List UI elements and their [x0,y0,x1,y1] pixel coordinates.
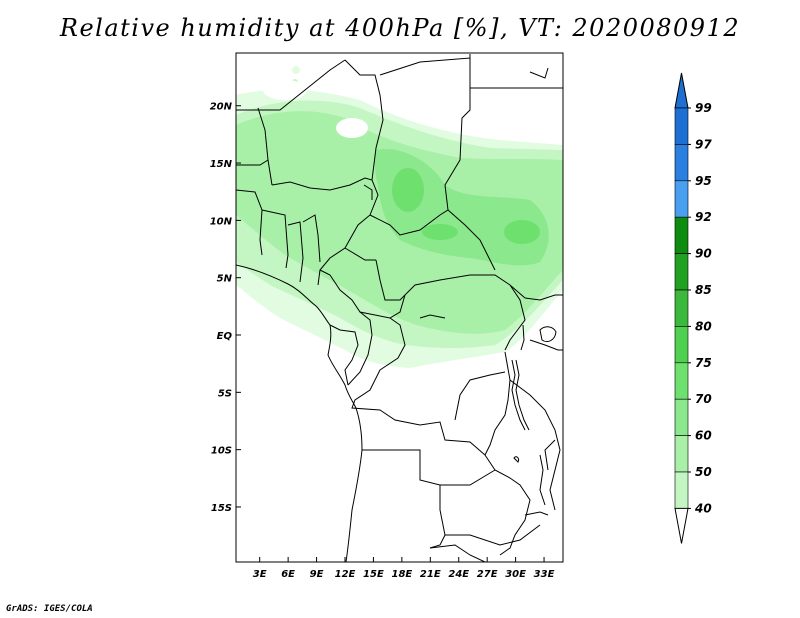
colorbar-label: 97 [695,137,712,151]
border [271,177,379,286]
border [544,439,556,471]
colorbar-label: 95 [695,174,712,188]
colorbar-segment [674,144,689,182]
x-tick-label: 6E [281,569,295,580]
colorbar-segment [674,326,689,364]
lake-outline [419,314,446,319]
y-axis: 20N 15N 10N 5N EQ 5S 10S 15S [210,102,241,514]
x-tick-label: 15E [363,569,384,580]
colorbar-segment [674,107,689,145]
humidity-75-core [392,168,424,212]
border [351,317,486,456]
border [329,324,359,386]
colorbar-bottom-arrow [674,507,689,544]
y-tick-label: 5S [218,388,232,399]
colorbar-label: 99 [695,101,712,115]
humidity-field [236,66,563,369]
y-tick-label: 15N [210,159,233,170]
border [236,59,346,111]
colorbar-segment [674,471,689,509]
border [529,339,563,351]
country-borders [236,54,563,562]
colorbar-segment [674,216,689,254]
x-tick-label: 27E [477,569,498,580]
x-tick-label: 21E [420,569,441,580]
lake-outline [511,359,526,431]
humidity-75-core [422,224,458,240]
x-tick-label: 33E [534,569,555,580]
colorbar-label: 80 [695,319,712,333]
grads-credit: GrADS: IGES/COLA [6,604,93,614]
colorbar-label: 92 [695,210,712,224]
colorbar-segment [674,362,689,400]
y-tick-label: 10N [210,216,233,227]
border [454,371,506,421]
x-tick-label: 24E [448,569,469,580]
humidity-40-patch [292,66,300,74]
border [347,311,373,386]
y-tick-label: EQ [217,331,233,342]
dry-patch [263,80,307,100]
lake-outline [513,456,519,463]
colorbar-segment [674,289,689,327]
x-tick-label: 18E [391,569,412,580]
lake-outline [363,184,373,200]
colorbar-label: 60 [695,429,712,443]
border [379,57,471,211]
colorbar-label: 70 [695,392,712,406]
lake-outline [529,67,549,79]
colorbar: 99 97 95 92 90 85 80 75 70 60 50 40 [674,72,712,544]
border [504,284,526,351]
border [344,59,384,181]
x-tick-label: 30E [505,569,526,580]
colorbar-top-arrow [674,72,689,109]
x-tick-label: 9E [310,569,324,580]
colorbar-label: 50 [695,465,712,479]
border [344,247,376,261]
x-tick-label: 3E [253,569,267,580]
colorbar-label: 40 [694,501,712,515]
border [261,209,289,269]
lakes [363,67,557,516]
colorbar-segment [674,253,689,291]
x-axis: 3E 6E 9E 12E 15E 18E 21E 24E 27E 30E 33E [253,557,555,580]
coastline [236,264,363,562]
border [445,524,541,546]
y-tick-label: 20N [210,102,233,113]
lake-outline [520,324,525,351]
x-tick-label: 12E [335,569,356,580]
colorbar-label: 85 [695,283,712,297]
map-title: Relative humidity at 400hPa [%], VT: 202… [59,14,741,42]
colorbar-label: 75 [695,356,712,370]
y-tick-label: 10S [211,446,232,457]
border [440,469,496,486]
lake-outline [524,511,549,516]
colorbar-segment [674,180,689,218]
border [509,379,561,511]
y-tick-label: 15S [211,503,232,514]
border [236,159,269,166]
colorbar-segment [674,435,689,473]
border [429,544,486,562]
border [375,259,526,301]
border [484,454,531,556]
border [484,351,511,456]
border [257,107,273,186]
humidity-75-core [504,220,540,244]
y-tick-label: 5N [217,274,233,285]
map-frame [235,52,564,563]
lake-outline [515,359,530,431]
border [524,294,563,301]
border [362,449,446,549]
colorbar-label: 90 [695,247,712,261]
border [287,221,304,283]
lake-outline [539,326,557,343]
colorbar-segment [674,398,689,436]
border [302,214,321,263]
dry-patch [336,118,368,138]
border [369,209,496,271]
lake-outline [539,454,546,506]
